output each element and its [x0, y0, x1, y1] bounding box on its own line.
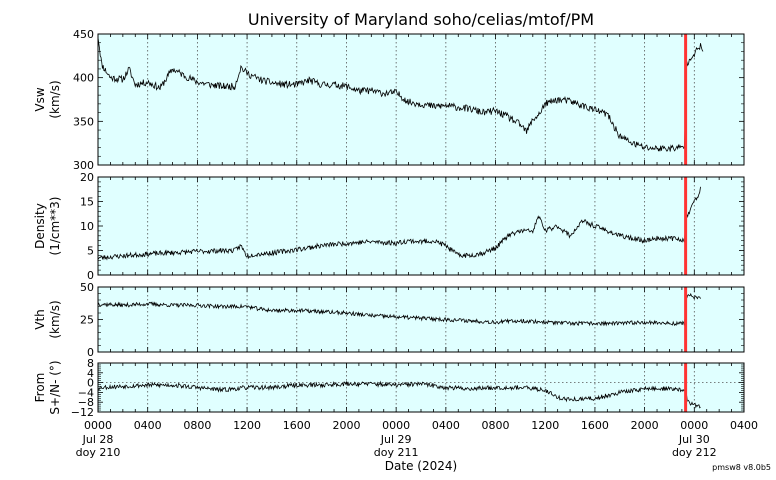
- panels: 300350400450Vsw(km/s)05101520Density(1/c…: [33, 28, 745, 419]
- x-tick-label: 1200: [233, 419, 261, 432]
- y-axis-label: Vth(km/s): [33, 300, 62, 338]
- y-tick-label: 4: [87, 367, 94, 380]
- y-tick-label: −12: [71, 406, 94, 419]
- y-tick-label: 450: [73, 28, 94, 41]
- y-tick-label: 20: [80, 171, 94, 184]
- y-tick-label: 25: [80, 314, 94, 327]
- x-tick-sublabel: Jul 30: [678, 433, 710, 446]
- x-tick-label: 0400: [134, 419, 162, 432]
- x-tick-sublabel: doy 211: [374, 446, 419, 459]
- x-tick-label: 0000: [84, 419, 112, 432]
- x-tick-label: 1200: [531, 419, 559, 432]
- y-axis-label-line: S+/N- (°): [48, 360, 62, 414]
- x-tick-label: 0400: [432, 419, 460, 432]
- y-tick-label: 15: [80, 196, 94, 209]
- x-tick-sublabel: doy 210: [76, 446, 121, 459]
- y-tick-label: 0: [87, 377, 94, 390]
- y-tick-label: 0: [87, 269, 94, 282]
- panel-density: 0 5 10 15 20 Density(1/cm**3): [33, 171, 745, 282]
- panel-vsw: 300 350 400 450 Vsw(km/s): [33, 28, 745, 172]
- panel-background: [98, 177, 744, 275]
- y-tick-label: −4: [78, 386, 94, 399]
- version-label: pmsw8 v8.0b5: [712, 463, 771, 472]
- x-tick-label: 0800: [482, 419, 510, 432]
- series-line-vsw: [97, 37, 704, 152]
- x-tick-label: 1600: [283, 419, 311, 432]
- y-axis-label-line: Vth: [33, 309, 47, 330]
- y-axis-label-line: Vsw: [33, 87, 47, 111]
- y-axis-label-line: Density: [33, 203, 47, 249]
- y-axis-label-line: (km/s): [48, 300, 62, 338]
- panel-background: [98, 287, 744, 352]
- x-tick-sublabel: Jul 28: [82, 433, 114, 446]
- series-line-from: [97, 380, 701, 409]
- y-axis-label: FromS+/N- (°): [33, 360, 62, 414]
- panel-background: [98, 363, 744, 412]
- y-tick-label: 300: [73, 159, 94, 172]
- x-tick-label: 0000: [382, 419, 410, 432]
- x-tick-sublabel: doy 212: [672, 446, 717, 459]
- x-axis-label: Date (2024): [385, 459, 457, 473]
- y-axis-label-line: From: [33, 373, 47, 403]
- x-tick-label: 0000: [680, 419, 708, 432]
- x-tick-label: 2000: [631, 419, 659, 432]
- y-tick-label: 5: [87, 245, 94, 258]
- x-tick-label: 1600: [581, 419, 609, 432]
- chart-title: University of Maryland soho/celias/mtof/…: [248, 10, 594, 29]
- y-tick-label: 0: [87, 346, 94, 359]
- y-tick-label: 400: [73, 72, 94, 85]
- x-tick-label: 2000: [332, 419, 360, 432]
- y-tick-label: 8: [87, 357, 94, 370]
- series-line-vth: [97, 292, 701, 327]
- x-tick-sublabel: Jul 29: [380, 433, 412, 446]
- y-tick-label: 10: [80, 220, 94, 233]
- y-tick-label: 50: [80, 281, 94, 294]
- y-axis-label: Density(1/cm**3): [33, 197, 62, 256]
- x-tick-label: 0400: [730, 419, 758, 432]
- panel-vth: 0 25 50 Vth(km/s): [33, 281, 745, 359]
- y-tick-label: 350: [73, 115, 94, 128]
- y-axis-label-line: (1/cm**3): [48, 197, 62, 256]
- y-axis-label-line: (km/s): [48, 80, 62, 118]
- series-line-density: [97, 186, 701, 261]
- y-axis-label: Vsw(km/s): [33, 80, 62, 118]
- y-tick-label: −8: [78, 396, 94, 409]
- x-tick-label: 0800: [183, 419, 211, 432]
